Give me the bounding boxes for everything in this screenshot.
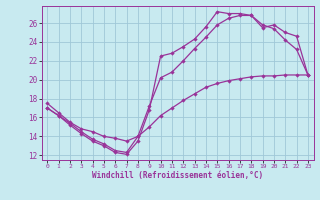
X-axis label: Windchill (Refroidissement éolien,°C): Windchill (Refroidissement éolien,°C) bbox=[92, 171, 263, 180]
